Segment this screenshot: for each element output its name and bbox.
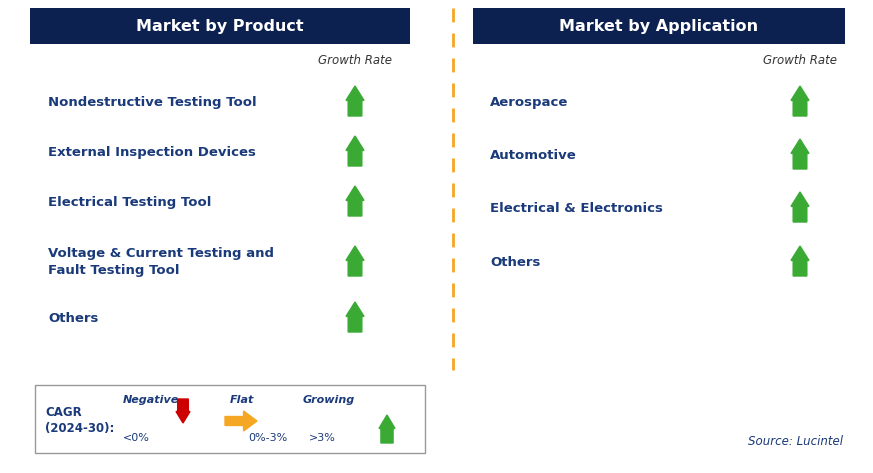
Polygon shape <box>791 246 809 276</box>
Text: 0%-3%: 0%-3% <box>248 433 287 443</box>
Polygon shape <box>791 139 809 169</box>
Polygon shape <box>791 192 809 222</box>
Text: CAGR: CAGR <box>45 405 82 419</box>
Polygon shape <box>379 415 395 443</box>
Text: Voltage & Current Testing and
Fault Testing Tool: Voltage & Current Testing and Fault Test… <box>48 247 274 277</box>
Text: Market by Product: Market by Product <box>136 18 304 34</box>
Polygon shape <box>176 399 190 423</box>
FancyBboxPatch shape <box>473 8 845 44</box>
Polygon shape <box>346 136 364 166</box>
Text: (2024-30):: (2024-30): <box>45 421 114 435</box>
Text: Growth Rate: Growth Rate <box>763 53 837 67</box>
Text: <0%: <0% <box>123 433 150 443</box>
Text: External Inspection Devices: External Inspection Devices <box>48 146 256 158</box>
Text: Others: Others <box>490 255 540 269</box>
Polygon shape <box>346 186 364 216</box>
Text: Nondestructive Testing Tool: Nondestructive Testing Tool <box>48 96 257 108</box>
Polygon shape <box>791 86 809 116</box>
Polygon shape <box>346 302 364 332</box>
Text: Negative: Negative <box>123 395 179 405</box>
Text: Aerospace: Aerospace <box>490 96 568 108</box>
Polygon shape <box>225 411 257 431</box>
Text: Growth Rate: Growth Rate <box>318 53 392 67</box>
FancyBboxPatch shape <box>30 8 410 44</box>
FancyBboxPatch shape <box>35 385 425 453</box>
Polygon shape <box>346 246 364 276</box>
Text: Market by Application: Market by Application <box>560 18 759 34</box>
Text: Electrical & Electronics: Electrical & Electronics <box>490 201 663 214</box>
Text: >3%: >3% <box>309 433 336 443</box>
Polygon shape <box>346 86 364 116</box>
Text: Source: Lucintel: Source: Lucintel <box>748 435 843 448</box>
Text: Automotive: Automotive <box>490 149 577 161</box>
Text: Others: Others <box>48 312 99 324</box>
Text: Growing: Growing <box>303 395 355 405</box>
Text: Electrical Testing Tool: Electrical Testing Tool <box>48 195 211 209</box>
Text: Flat: Flat <box>230 395 254 405</box>
